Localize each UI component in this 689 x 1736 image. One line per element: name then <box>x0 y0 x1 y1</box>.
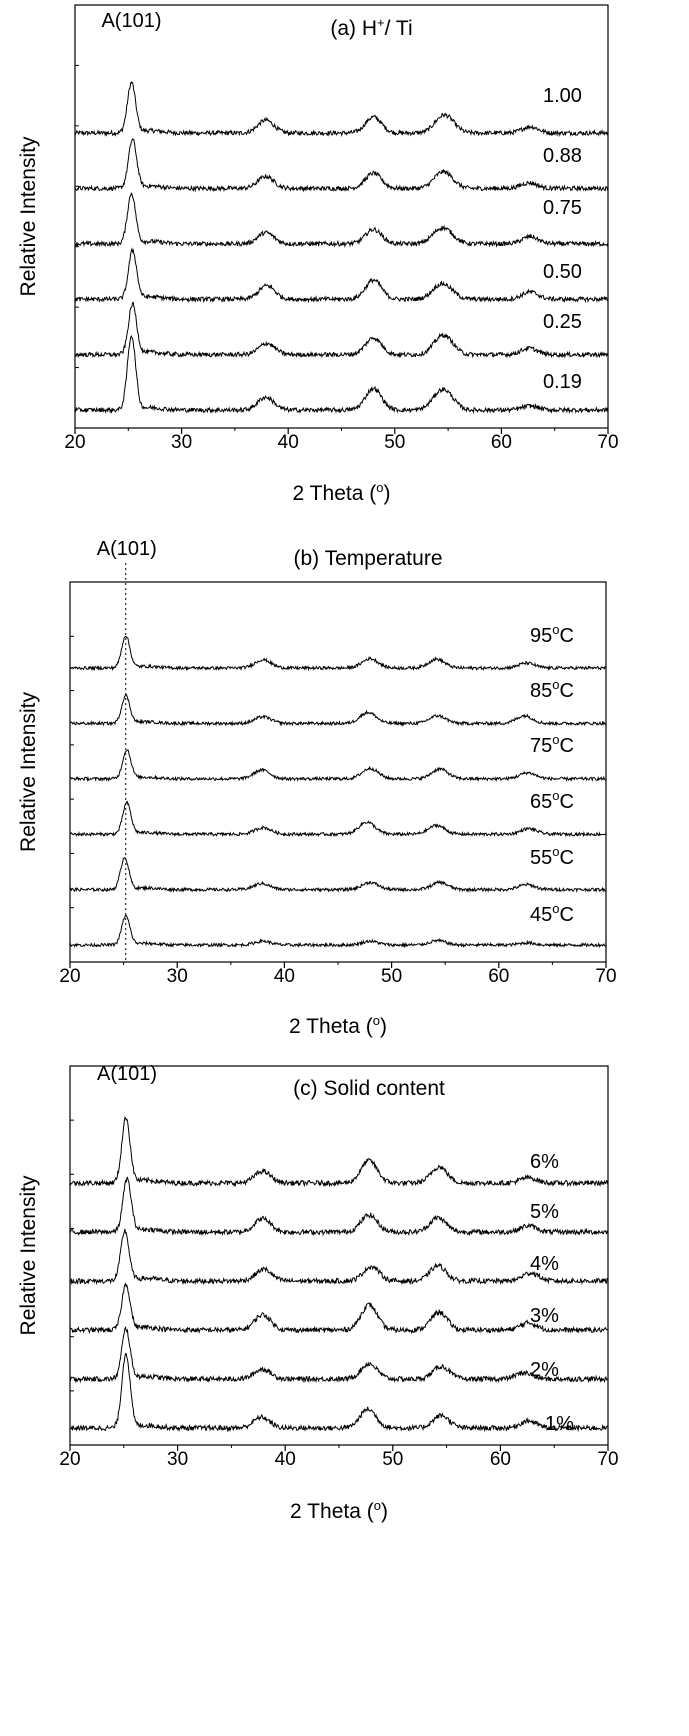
series-label: 75oC <box>530 732 574 757</box>
x-tick-label: 20 <box>64 432 85 453</box>
xrd-trace-3 <box>74 192 609 248</box>
plot-frame <box>74 4 609 429</box>
series-label: 6% <box>530 1151 559 1173</box>
x-axis-label: 2 Theta (o) <box>293 480 391 505</box>
xrd-trace-3 <box>69 749 606 782</box>
x-tick-label: 60 <box>488 966 509 987</box>
series-label: 0.25 <box>543 311 582 333</box>
xrd-trace-1 <box>74 80 609 138</box>
xrd-trace-5 <box>74 301 609 359</box>
peak-label: A(101) <box>97 1063 157 1085</box>
xrd-trace-1 <box>69 1116 609 1188</box>
series-label: 95oC <box>530 622 574 647</box>
x-tick-label: 50 <box>382 1449 403 1470</box>
series-label: 45oC <box>530 901 574 926</box>
xrd-trace-1 <box>69 635 606 672</box>
xrd-trace-6 <box>74 334 609 415</box>
x-tick-label: 70 <box>595 966 616 987</box>
xrd-trace-6 <box>69 914 606 949</box>
x-tick-label: 40 <box>275 1449 296 1470</box>
series-label: 0.19 <box>543 371 582 393</box>
x-tick-label: 40 <box>278 432 299 453</box>
x-tick-label: 70 <box>597 432 618 453</box>
x-tick-label: 20 <box>59 1449 80 1470</box>
x-axis-label: 2 Theta (o) <box>290 1498 388 1523</box>
series-label: 85oC <box>530 677 574 702</box>
peak-label: A(101) <box>97 538 157 560</box>
series-label: 4% <box>530 1253 559 1275</box>
xrd-trace-4 <box>69 1282 608 1335</box>
y-axis-label: Relative Intensity <box>17 1175 40 1335</box>
series-label: 1.00 <box>543 85 582 107</box>
series-label: 0.50 <box>543 261 582 283</box>
y-axis-label: Relative Intensity <box>17 136 40 296</box>
xrd-trace-5 <box>69 1325 608 1384</box>
x-tick-label: 30 <box>167 966 188 987</box>
series-label: 0.75 <box>543 197 582 219</box>
plot-frame <box>69 581 607 963</box>
xrd-trace-6 <box>69 1353 609 1433</box>
x-tick-label: 50 <box>381 966 402 987</box>
xrd-trace-2 <box>69 693 607 727</box>
series-label: 3% <box>530 1305 559 1327</box>
chart-title: (c) Solid content <box>293 1077 445 1100</box>
xrd-trace-5 <box>69 857 607 893</box>
series-label: 55oC <box>530 844 574 869</box>
xrd-trace-4 <box>69 800 606 838</box>
xrd-trace-4 <box>74 247 609 304</box>
xrd-trace-2 <box>69 1176 609 1237</box>
chart-title: (b) Temperature <box>293 547 442 570</box>
series-label: 5% <box>530 1201 559 1223</box>
chart-panel-2: 20 30 40 50 60 70 2 Theta (o) Relative Intensit… <box>17 538 617 1038</box>
x-tick-label: 60 <box>490 1449 511 1470</box>
x-tick-label: 70 <box>597 1449 618 1470</box>
series-label: 1% <box>545 1413 574 1435</box>
xrd-trace-2 <box>74 137 609 193</box>
series-label: 65oC <box>530 788 574 813</box>
x-tick-label: 30 <box>167 1449 188 1470</box>
x-tick-label: 20 <box>59 966 80 987</box>
x-tick-label: 60 <box>491 432 512 453</box>
chart-panel-3: 20 30 40 50 60 70 2 Theta (o) Relative Intensit… <box>17 1063 619 1523</box>
peak-label: A(101) <box>101 10 161 32</box>
x-axis-label: 2 Theta (o) <box>289 1013 387 1038</box>
x-tick-label: 50 <box>384 432 405 453</box>
chart-panel-1: 20 30 40 50 60 70 2 Theta (o) Relative Intensit… <box>17 4 619 505</box>
series-label: 2% <box>530 1359 559 1381</box>
x-tick-label: 40 <box>274 966 295 987</box>
y-axis-label: Relative Intensity <box>17 692 40 852</box>
series-label: 0.88 <box>543 145 582 167</box>
xrd-trace-3 <box>69 1228 609 1286</box>
chart-title: (a) H+/ Ti <box>330 15 412 40</box>
x-tick-label: 30 <box>171 432 192 453</box>
plot-frame <box>69 1065 609 1446</box>
